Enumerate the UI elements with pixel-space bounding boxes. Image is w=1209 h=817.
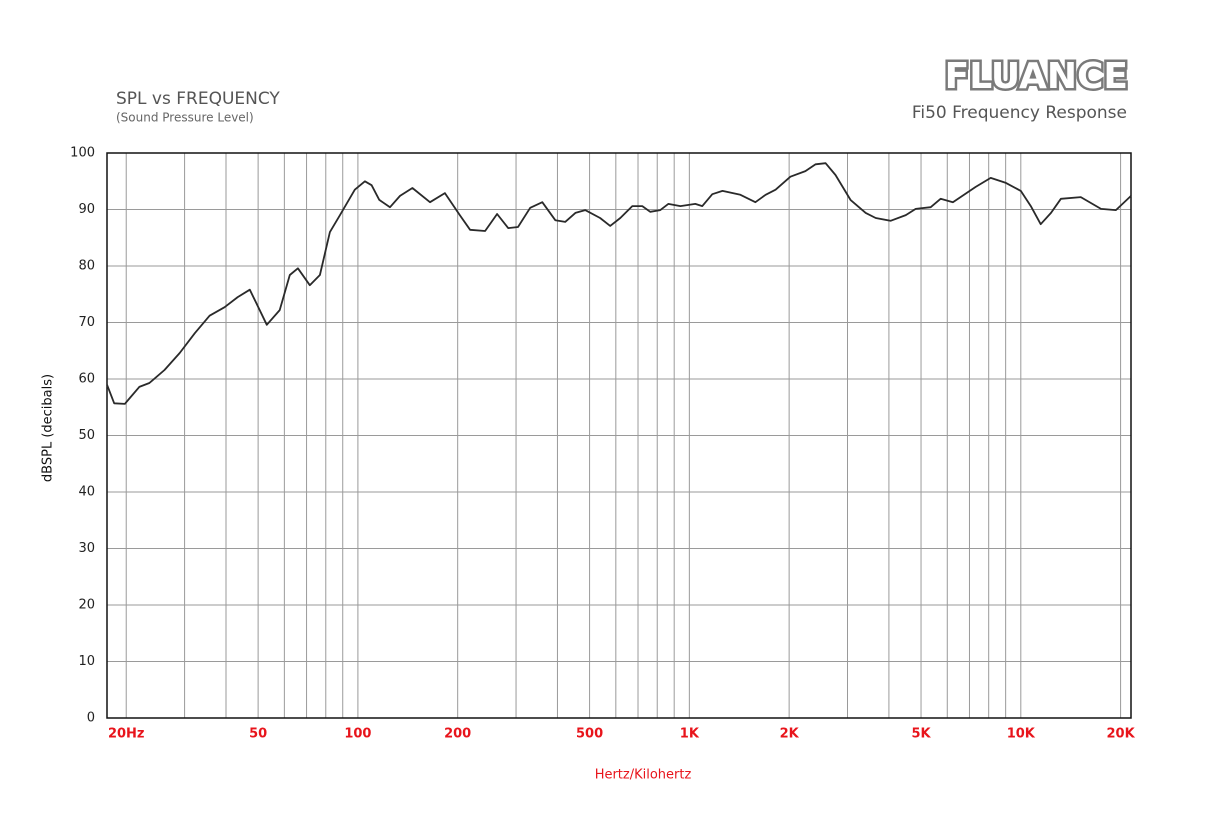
y-tick-label: 20 [78,598,95,613]
y-tick-label: 80 [78,259,95,274]
y-tick-label: 50 [78,428,95,443]
x-tick-label: 2K [780,727,800,742]
x-axis-label: Hertz/Kilohertz [595,768,692,783]
x-tick-label: 20K [1107,727,1136,742]
y-tick-label: 90 [78,202,95,217]
x-tick-label: 10K [1007,727,1036,742]
x-tick-label: 100 [344,727,371,742]
x-tick-label: 500 [576,727,603,742]
y-tick-label: 30 [78,541,95,556]
chart-subtitle: (Sound Pressure Level) [116,111,254,125]
x-tick-label: 1K [680,727,700,742]
x-tick-label: 5K [911,727,931,742]
y-tick-label: 70 [78,315,95,330]
plot-frame [106,152,1132,719]
x-tick-label: 50 [249,727,267,742]
response-curve [106,162,1132,405]
y-tick-label: 60 [78,372,95,387]
y-tick-label: 0 [87,711,95,726]
y-tick-label: 100 [70,146,95,161]
chart-title: SPL vs FREQUENCY [116,89,280,109]
x-tick-label: 20Hz [108,727,145,742]
y-tick-label: 10 [78,654,95,669]
chart-name: Fi50 Frequency Response [912,103,1127,123]
y-axis-label: dBSPL (decibals) [41,374,56,482]
y-tick-label: 40 [78,485,95,500]
x-tick-label: 200 [444,727,471,742]
brand-logo: FLUANCE [945,56,1128,97]
